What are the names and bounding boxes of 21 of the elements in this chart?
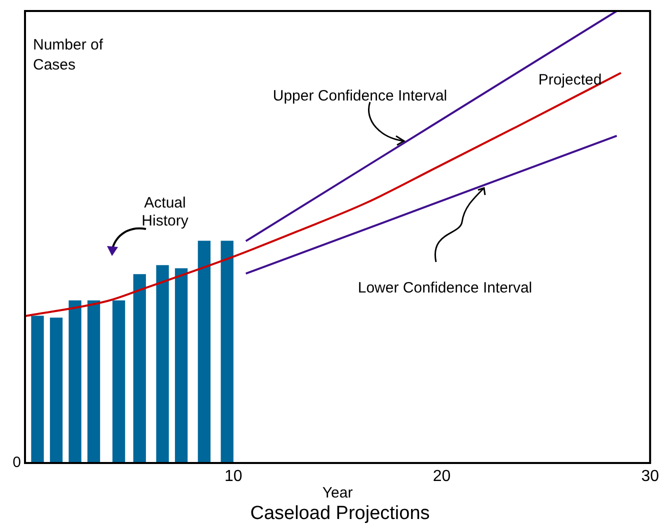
series-label: Upper Confidence Interval (272, 88, 448, 105)
bar (156, 265, 169, 463)
bar (133, 274, 146, 463)
bar (198, 240, 211, 463)
bar (112, 300, 126, 463)
x-axis-title: Year (322, 484, 353, 502)
bar (31, 316, 44, 463)
x-tick-label: 20 (432, 468, 451, 486)
series-label: Actual History (142, 194, 189, 230)
bar (68, 300, 82, 463)
x-tick-label: 10 (224, 468, 242, 486)
text: Caseload Projections (250, 502, 430, 524)
y-axis-title: Number of Cases (33, 36, 104, 74)
text: 0 (12, 454, 21, 472)
bar (220, 240, 234, 463)
x-tick-label: 30 (641, 468, 660, 486)
bar (50, 318, 63, 463)
series-label: Projected (538, 72, 602, 89)
bar (87, 300, 100, 463)
bar (174, 268, 188, 463)
text: Lower Confidence Interval (358, 280, 532, 297)
